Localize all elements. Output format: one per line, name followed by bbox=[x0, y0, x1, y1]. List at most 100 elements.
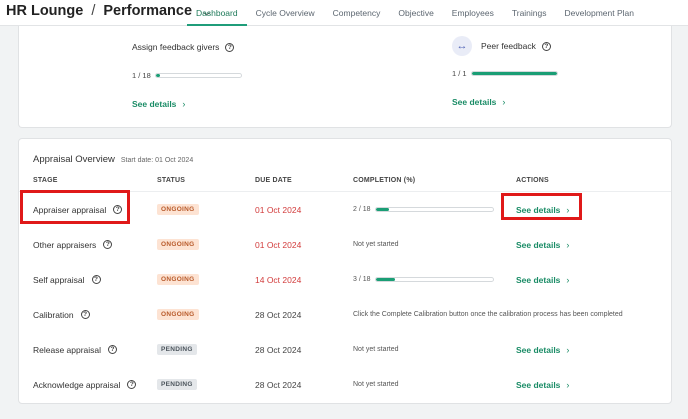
link-label: See details bbox=[452, 97, 497, 107]
status-cell: ONGOING bbox=[157, 227, 199, 262]
status-badge: ONGOING bbox=[157, 274, 199, 285]
column-header-stage: STAGE bbox=[33, 177, 58, 184]
help-icon[interactable]: ? bbox=[541, 41, 551, 51]
tab-employees[interactable]: Employees bbox=[451, 8, 494, 18]
due-date-cell: 14 Oct 2024 bbox=[255, 262, 301, 297]
stage-name: Appraiser appraisal bbox=[33, 204, 107, 215]
help-icon[interactable]: ? bbox=[91, 275, 101, 284]
stage-cell: Appraiser appraisal? bbox=[33, 192, 123, 227]
completion-count: 2 / 18 bbox=[353, 206, 371, 213]
tab-competency[interactable]: Competency bbox=[332, 8, 381, 18]
status-badge: ONGOING bbox=[157, 239, 199, 250]
see-details-link[interactable]: See details › bbox=[516, 205, 569, 215]
completion-text: Not yet started bbox=[353, 241, 399, 248]
stage-name: Acknowledge appraisal bbox=[33, 379, 121, 390]
completion-text: Not yet started bbox=[353, 381, 399, 388]
peer-feedback-progress: 1 / 1 bbox=[452, 69, 558, 78]
actions-cell: See details › bbox=[516, 192, 569, 227]
see-details-link[interactable]: See details › bbox=[516, 345, 569, 355]
see-details-link[interactable]: See details › bbox=[516, 240, 569, 250]
arrows-horizontal-icon: ↔ bbox=[452, 36, 472, 56]
peer-see-details-link[interactable]: See details › bbox=[452, 97, 505, 107]
chevron-right-icon: › bbox=[566, 239, 570, 250]
status-badge: PENDING bbox=[157, 379, 197, 390]
nav-tabs: Dashboard Cycle Overview Competency Obje… bbox=[187, 0, 643, 26]
due-date: 28 Oct 2024 bbox=[255, 309, 302, 320]
stage-cell: Release appraisal? bbox=[33, 332, 118, 367]
column-header-completion: COMPLETION (%) bbox=[353, 177, 416, 184]
chevron-down-icon[interactable]: ⌄ bbox=[199, 5, 214, 18]
link-label: See details bbox=[516, 274, 561, 285]
appraisal-overview-card: Appraisal Overview Start date: 01 Oct 20… bbox=[18, 138, 672, 404]
completion-text: Not yet started bbox=[353, 346, 399, 353]
due-date-cell: 28 Oct 2024 bbox=[255, 367, 301, 402]
appraisal-header: Appraisal Overview Start date: 01 Oct 20… bbox=[33, 154, 193, 165]
completion-count: 3 / 18 bbox=[353, 276, 371, 283]
status-cell: PENDING bbox=[157, 332, 197, 367]
chevron-right-icon: › bbox=[566, 204, 570, 215]
column-header-due-date: DUE DATE bbox=[255, 177, 292, 184]
breadcrumb-hr-lounge[interactable]: HR Lounge bbox=[6, 3, 84, 19]
chevron-right-icon: › bbox=[566, 344, 570, 355]
assign-feedback-progress: 1 / 18 bbox=[132, 71, 242, 80]
help-icon[interactable]: ? bbox=[108, 345, 118, 354]
assign-feedback-title: Assign feedback givers bbox=[132, 42, 220, 52]
chevron-right-icon: › bbox=[566, 379, 570, 390]
link-label: See details bbox=[516, 344, 561, 355]
help-icon[interactable]: ? bbox=[103, 240, 113, 249]
header-divider bbox=[19, 191, 671, 192]
peer-feedback-section: ↔ Peer feedback ? 1 / 1 See details › bbox=[452, 36, 558, 110]
assign-see-details-link[interactable]: See details › bbox=[132, 99, 185, 109]
stage-name: Self appraisal bbox=[33, 274, 85, 285]
due-date-cell: 28 Oct 2024 bbox=[255, 297, 301, 332]
status-cell: PENDING bbox=[157, 367, 197, 402]
actions-cell: See details › bbox=[516, 367, 569, 402]
tab-dashboard[interactable]: Dashboard bbox=[187, 0, 247, 26]
highlight-box-action bbox=[501, 193, 582, 220]
actions-cell: See details › bbox=[516, 332, 569, 367]
progress-bar-fill bbox=[155, 74, 161, 77]
due-date: 28 Oct 2024 bbox=[255, 344, 302, 355]
stage-name: Other appraisers bbox=[33, 239, 97, 250]
link-label: See details bbox=[516, 204, 561, 215]
stage-cell: Self appraisal? bbox=[33, 262, 101, 297]
due-date-cell: 28 Oct 2024 bbox=[255, 332, 301, 367]
tab-objective[interactable]: Objective bbox=[398, 8, 434, 18]
appraisal-start-date: Start date: 01 Oct 2024 bbox=[120, 157, 194, 164]
progress-bar-fill bbox=[471, 72, 557, 75]
status-badge: PENDING bbox=[157, 344, 197, 355]
progress-count: 1 / 1 bbox=[452, 69, 467, 78]
status-badge: ONGOING bbox=[157, 309, 199, 320]
assign-feedback-section: Assign feedback givers ? 1 / 18 See deta… bbox=[132, 40, 242, 112]
due-date: 01 Oct 2024 bbox=[255, 204, 302, 215]
status-cell: ONGOING bbox=[157, 262, 199, 297]
feedback-card: Assign feedback givers ? 1 / 18 See deta… bbox=[18, 26, 672, 128]
table-row: Release appraisal? PENDING 28 Oct 2024 Not … bbox=[19, 332, 671, 367]
progress-bar bbox=[374, 207, 494, 212]
actions-cell: See details › bbox=[516, 262, 569, 297]
stage-cell: Acknowledge appraisal? bbox=[33, 367, 137, 402]
top-bar: HR Lounge / Performance ⌄ Dashboard Cycl… bbox=[0, 0, 688, 26]
tab-trainings[interactable]: Trainings bbox=[511, 8, 547, 18]
help-icon[interactable]: ? bbox=[225, 42, 235, 52]
completion-cell: Not yet started bbox=[353, 332, 399, 367]
link-label: See details bbox=[516, 379, 561, 390]
chevron-right-icon: › bbox=[502, 97, 506, 107]
see-details-link[interactable]: See details › bbox=[516, 380, 569, 390]
status-cell: ONGOING bbox=[157, 192, 199, 227]
help-icon[interactable]: ? bbox=[127, 380, 137, 389]
help-icon[interactable]: ? bbox=[113, 205, 123, 214]
column-header-status: STATUS bbox=[157, 177, 186, 184]
completion-cell: 2 / 18 bbox=[353, 192, 494, 227]
stage-cell: Other appraisers? bbox=[33, 227, 113, 262]
tab-development-plan[interactable]: Development Plan bbox=[564, 8, 634, 18]
peer-feedback-title: Peer feedback bbox=[481, 41, 536, 51]
tab-cycle-overview[interactable]: Cycle Overview bbox=[255, 8, 315, 18]
help-icon[interactable]: ? bbox=[80, 310, 90, 319]
progress-bar bbox=[154, 73, 242, 78]
see-details-link[interactable]: See details › bbox=[516, 275, 569, 285]
progress-count: 1 / 18 bbox=[132, 71, 151, 80]
table-row: Self appraisal? ONGOING 14 Oct 2024 3 / 18 S… bbox=[19, 262, 671, 297]
table-row: Acknowledge appraisal? PENDING 28 Oct 2024… bbox=[19, 367, 671, 402]
highlight-box-stage bbox=[20, 190, 130, 224]
